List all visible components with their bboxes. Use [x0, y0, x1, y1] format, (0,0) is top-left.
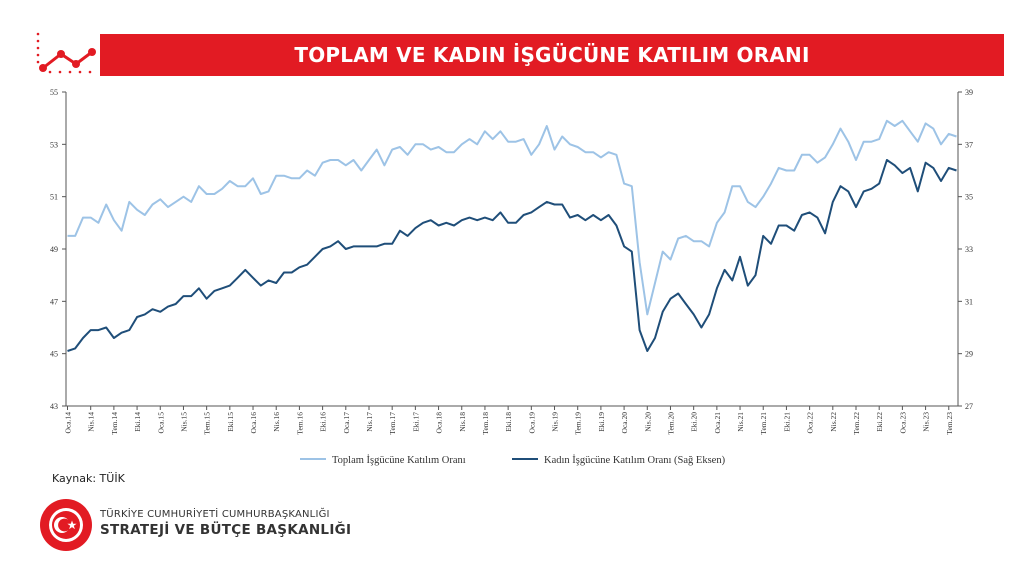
- x-tick-label: Oca.17: [342, 412, 351, 434]
- y-tick-label-right: 27: [965, 402, 973, 411]
- institution-seal-logo: [40, 499, 92, 551]
- y-tick-label-right: 29: [965, 350, 973, 359]
- x-tick-label: Nis.17: [365, 412, 374, 432]
- x-tick-label: Nis.15: [179, 412, 188, 432]
- chart-tick-labels: 43 45 47 49 51 53 55 27 29 31 33 35 37 39 Oca.14 Nis.14…: [50, 88, 973, 435]
- x-tick-label: Tem.21: [759, 412, 768, 435]
- y-tick-label-right: 35: [965, 193, 973, 202]
- x-tick-label: Nis.16: [272, 412, 281, 432]
- x-tick-label: Nis.23: [922, 412, 931, 432]
- x-tick-label: Eki.16: [319, 412, 328, 432]
- x-tick-label: Oca.14: [64, 412, 73, 434]
- y-tick-label-left: 43: [50, 402, 58, 411]
- x-tick-label: Tem.19: [574, 412, 583, 435]
- x-tick-label: Tem.18: [481, 412, 490, 435]
- x-tick-label: Oca.16: [249, 412, 258, 434]
- y-tick-label-left: 51: [50, 193, 58, 202]
- legend-label-total: Toplam İşgücüne Katılım Oranı: [332, 454, 466, 466]
- y-tick-label-left: 49: [50, 245, 58, 254]
- y-tick-label-right: 39: [965, 88, 973, 97]
- trend-line-icon: [36, 32, 96, 74]
- x-tick-label: Eki.20: [690, 412, 699, 432]
- x-tick-label: Oca.15: [156, 412, 165, 434]
- x-tick-label: Eki.18: [504, 412, 513, 432]
- chart-title: TOPLAM VE KADIN İŞGÜCÜNE KATILIM ORANI: [294, 43, 810, 67]
- title-banner: TOPLAM VE KADIN İŞGÜCÜNE KATILIM ORANI: [100, 34, 1004, 76]
- x-tick-label: Nis.18: [458, 412, 467, 432]
- y-tick-label-left: 53: [50, 140, 58, 149]
- y-tick-label-left: 47: [50, 297, 58, 306]
- x-tick-label: Nis.22: [829, 412, 838, 432]
- x-tick-label: Oca.21: [713, 412, 722, 434]
- series-line-total: [67, 119, 957, 316]
- chart-axes: [62, 91, 962, 410]
- x-tick-label: Eki.14: [133, 412, 142, 432]
- y-tick-label-left: 45: [50, 350, 58, 359]
- x-tick-label: Tem.16: [295, 412, 304, 435]
- x-tick-label: Oca.18: [435, 412, 444, 434]
- x-tick-label: Oca.22: [806, 412, 815, 434]
- x-tick-label: Tem.17: [388, 412, 397, 435]
- x-tick-label: Oca.19: [527, 412, 536, 434]
- x-tick-label: Eki.17: [411, 412, 420, 432]
- x-tick-label: Tem.20: [666, 412, 675, 435]
- x-tick-label: Tem.23: [945, 412, 954, 435]
- y-tick-label-left: 55: [50, 88, 58, 97]
- x-tick-label: Eki.19: [597, 412, 606, 432]
- x-tick-label: Nis.14: [87, 412, 96, 432]
- x-tick-label: Eki.22: [875, 412, 884, 432]
- source-label: Kaynak: TÜİK: [52, 472, 125, 485]
- institution-name-line2: STRATEJİ VE BÜTÇE BAŞKANLIĞI: [100, 522, 352, 538]
- x-tick-label: Tem.22: [852, 412, 861, 435]
- x-tick-label: Oca.20: [620, 412, 629, 434]
- series-line-female: [67, 159, 957, 352]
- y-tick-label-right: 31: [965, 297, 973, 306]
- chart-legend: Toplam İşgücüne Katılım Oranı Kadın İşgüc…: [300, 454, 726, 466]
- trend-dots: [36, 32, 92, 74]
- x-tick-label: Nis.21: [736, 412, 745, 432]
- x-tick-label: Nis.19: [551, 412, 560, 432]
- x-tick-label: Nis.20: [643, 412, 652, 432]
- legend-label-female: Kadın İşgücüne Katılım Oranı (Sağ Eksen): [544, 454, 726, 466]
- x-tick-label: Eki.21: [782, 412, 791, 432]
- y-tick-label-right: 37: [965, 140, 973, 149]
- x-tick-label: Tem.15: [203, 412, 212, 435]
- institution-name-line1: TÜRKİYE CUMHURİYETİ CUMHURBAŞKANLIĞI: [100, 509, 330, 520]
- y-tick-label-right: 33: [965, 245, 973, 254]
- chart-series: [67, 119, 957, 352]
- x-tick-label: Tem.14: [110, 412, 119, 435]
- x-tick-label: Eki.15: [226, 412, 235, 432]
- x-tick-label: Oca.23: [898, 412, 907, 434]
